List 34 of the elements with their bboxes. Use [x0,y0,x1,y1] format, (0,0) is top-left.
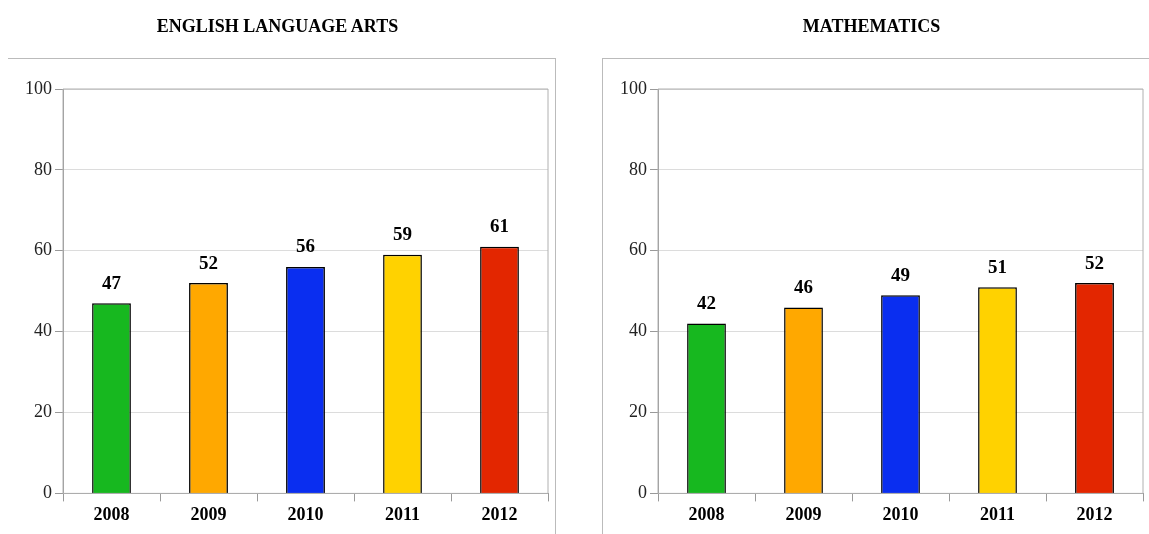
data-label: 42 [697,291,716,313]
chart-title: MATHEMATICS [801,14,942,38]
y-tick-label: 60 [629,239,647,260]
y-tick-label: 0 [638,482,647,503]
y-tick-label: 80 [629,158,647,179]
y-tick-label: 40 [629,320,647,341]
data-label: 46 [794,275,813,297]
x-tick-label: 2012 [481,503,518,524]
y-tick-label: 100 [25,77,52,98]
y-tick-label: 0 [43,482,52,503]
data-label: 56 [296,235,315,257]
data-label: 51 [988,255,1007,277]
chart-title: ENGLISH LANGUAGE ARTS [155,14,400,38]
data-label: 52 [1085,251,1104,273]
x-tick-label: 2008 [688,503,725,524]
x-tick-label: 2009 [190,503,227,524]
x-tick-label: 2008 [93,503,130,524]
data-label: 49 [891,263,910,285]
data-label: 59 [393,223,412,245]
x-tick-label: 2011 [384,503,421,524]
y-tick-label: 40 [34,320,52,341]
x-tick-label: 2010 [287,503,324,524]
data-label: 61 [490,215,509,237]
y-tick-label: 80 [34,158,52,179]
x-tick-label: 2011 [979,503,1016,524]
y-tick-label: 20 [629,401,647,422]
x-tick-label: 2012 [1076,503,1113,524]
data-label: 47 [102,271,122,293]
y-tick-label: 20 [34,401,52,422]
data-label: 52 [199,251,218,273]
x-tick-label: 2009 [785,503,822,524]
y-tick-label: 100 [620,77,647,98]
y-tick-label: 60 [34,239,52,260]
x-tick-label: 2010 [882,503,919,524]
